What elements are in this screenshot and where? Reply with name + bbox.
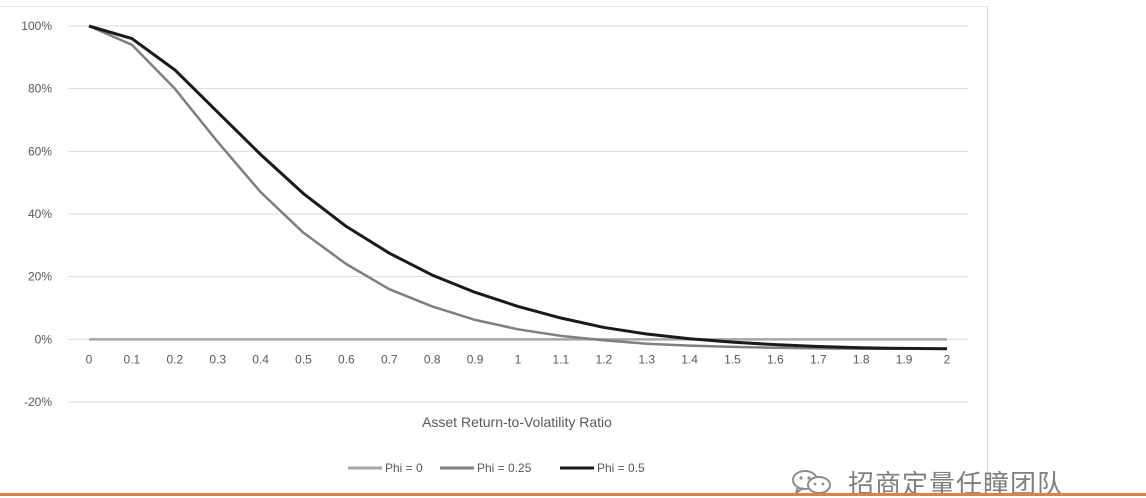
bottom-divider xyxy=(0,493,1146,496)
x-tick-label: 1.4 xyxy=(681,352,698,366)
y-tick-label: 80% xyxy=(28,82,52,96)
x-tick-label: 1.1 xyxy=(553,352,570,366)
y-tick-label: 20% xyxy=(28,270,52,284)
y-axis-tick-labels: -20% 0% 20% 40% 60% 80% 100% xyxy=(21,19,52,409)
x-axis-tick-labels: 0 0.1 0.2 0.3 0.4 0.5 0.6 0.7 0.8 0.9 1 1.1 1.2 1.3 1.… xyxy=(86,352,951,366)
y-tick-label: 40% xyxy=(28,207,52,221)
watermark: 招商定量任瞳团队 xyxy=(790,468,1140,498)
line-chart: -20%0%20%40%60%80%100% 0 0.1 0.2 0.3 0.4 0.5 0… xyxy=(21,19,968,475)
x-tick-label: 1.5 xyxy=(724,352,741,366)
x-tick-label: 1.6 xyxy=(767,352,784,366)
x-tick-label: 0.9 xyxy=(467,352,484,366)
x-tick-label: 0.4 xyxy=(252,352,269,366)
x-tick-label: 1.3 xyxy=(638,352,655,366)
x-tick-label: 0 xyxy=(86,352,93,366)
y-tick-label: 0% xyxy=(35,332,53,346)
x-tick-label: 0.5 xyxy=(295,352,312,366)
wechat-icon xyxy=(792,470,831,496)
x-tick-label: 2 xyxy=(944,352,951,366)
x-tick-label: 0.2 xyxy=(166,352,183,366)
x-tick-label: 1 xyxy=(515,352,522,366)
x-tick-label: 1.7 xyxy=(810,352,827,366)
x-tick-label: 0.6 xyxy=(338,352,355,366)
legend-label-0: Phi = 0 xyxy=(385,461,423,475)
series-line-2 xyxy=(88,24,948,351)
x-tick-label: 0.7 xyxy=(381,352,398,366)
series-lines xyxy=(88,24,948,351)
y-tick-label: 60% xyxy=(28,144,52,158)
x-tick-label: 0.8 xyxy=(424,352,441,366)
x-axis-label: Asset Return-to-Volatility Ratio xyxy=(422,414,612,430)
y-tick-label: -20% xyxy=(24,395,52,409)
x-tick-label: 1.8 xyxy=(853,352,870,366)
chart-frame: -20% 0% 20% 40% 60% 80% 100% 0 0.1 0.2 0.3 0.4 0.5 0… xyxy=(0,6,988,486)
x-tick-label: 1.9 xyxy=(896,352,913,366)
x-tick-label: 0.3 xyxy=(209,352,226,366)
legend: Phi = 0 Phi = 0.25 Phi = 0.5 xyxy=(348,461,645,475)
x-tick-label: 0.1 xyxy=(124,352,141,366)
x-tick-label: 1.2 xyxy=(595,352,612,366)
legend-label-1: Phi = 0.25 xyxy=(477,461,532,475)
series-line-1 xyxy=(88,24,947,350)
y-tick-label: 100% xyxy=(21,19,52,33)
legend-label-2: Phi = 0.5 xyxy=(597,461,645,475)
